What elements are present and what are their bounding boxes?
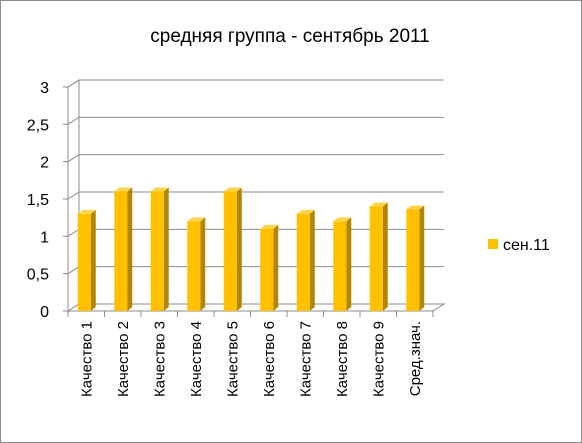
bar-side bbox=[419, 205, 425, 311]
y-tick-label: 1,5 bbox=[27, 192, 49, 209]
x-tick-label: Качество 1 bbox=[78, 321, 95, 397]
bar bbox=[77, 209, 96, 311]
y-tick-label: 2 bbox=[40, 155, 49, 172]
gridline bbox=[67, 116, 444, 125]
bar-front bbox=[150, 191, 164, 311]
y-tick-label: 3 bbox=[40, 80, 49, 97]
bar-top bbox=[150, 187, 169, 192]
bar-top bbox=[114, 187, 133, 192]
x-tick-label: Качество 7 bbox=[297, 321, 314, 397]
x-tick-label: Сред.знач. bbox=[407, 321, 424, 396]
bar bbox=[150, 187, 169, 311]
bar bbox=[369, 202, 388, 311]
x-tick-label: Качество 4 bbox=[188, 321, 205, 397]
bar-front bbox=[296, 213, 310, 311]
x-tick-label: Качество 5 bbox=[224, 321, 241, 397]
bar-side bbox=[236, 187, 242, 311]
bar bbox=[223, 187, 242, 311]
bar-side bbox=[200, 217, 206, 311]
bar-top bbox=[406, 205, 425, 210]
bar-series bbox=[77, 187, 425, 311]
bar-front bbox=[369, 206, 383, 311]
bar-front bbox=[333, 221, 347, 311]
bar-front bbox=[77, 213, 91, 311]
bar-front bbox=[187, 221, 201, 311]
x-tick-label: Качество 8 bbox=[334, 321, 351, 397]
bar-top bbox=[369, 202, 388, 207]
x-tick-label: Качество 2 bbox=[115, 321, 132, 397]
bar bbox=[114, 187, 133, 311]
bar bbox=[406, 205, 425, 311]
bar-top bbox=[296, 209, 315, 214]
bar bbox=[187, 217, 206, 311]
bar-side bbox=[346, 217, 352, 311]
bar-front bbox=[114, 191, 128, 311]
x-tick-label: Качество 6 bbox=[261, 321, 278, 397]
bar-front bbox=[406, 209, 420, 311]
bar-side bbox=[382, 202, 388, 311]
bar-side bbox=[163, 187, 169, 311]
y-tick-label: 0 bbox=[40, 304, 49, 321]
bar-side bbox=[127, 187, 133, 311]
y-tick-label: 1 bbox=[40, 229, 49, 246]
bar-front bbox=[223, 191, 237, 311]
x-tick-label: Качество 3 bbox=[151, 321, 168, 397]
chart-title: средняя группа - сентябрь 2011 bbox=[150, 26, 430, 47]
x-tick-label: Качество 9 bbox=[370, 321, 387, 397]
bar-top bbox=[333, 217, 352, 222]
bar-side bbox=[309, 209, 315, 311]
legend-swatch bbox=[488, 239, 498, 249]
bar-top bbox=[187, 217, 206, 222]
bar bbox=[260, 224, 279, 311]
bar bbox=[296, 209, 315, 311]
gridline bbox=[67, 191, 444, 200]
gridline bbox=[67, 79, 444, 88]
bar-side bbox=[90, 209, 96, 311]
bar-top bbox=[77, 209, 96, 214]
legend-label-sen11: сен.11 bbox=[503, 237, 550, 254]
bar-top bbox=[260, 224, 279, 229]
bar bbox=[333, 217, 352, 311]
y-tick-label: 2,5 bbox=[27, 117, 49, 134]
legend: сен.11 bbox=[488, 237, 550, 254]
bar-top bbox=[223, 187, 242, 192]
x-axis-ticks: Качество 1 Качество 2 Качество 3 Качество 4… bbox=[67, 311, 434, 397]
bar-front bbox=[260, 228, 274, 311]
y-axis-ticks: 0 0,5 1 1,5 2 2,5 3 bbox=[27, 80, 69, 321]
bar-side bbox=[273, 224, 279, 311]
y-tick-label: 0,5 bbox=[27, 267, 49, 284]
gridline bbox=[67, 154, 444, 163]
